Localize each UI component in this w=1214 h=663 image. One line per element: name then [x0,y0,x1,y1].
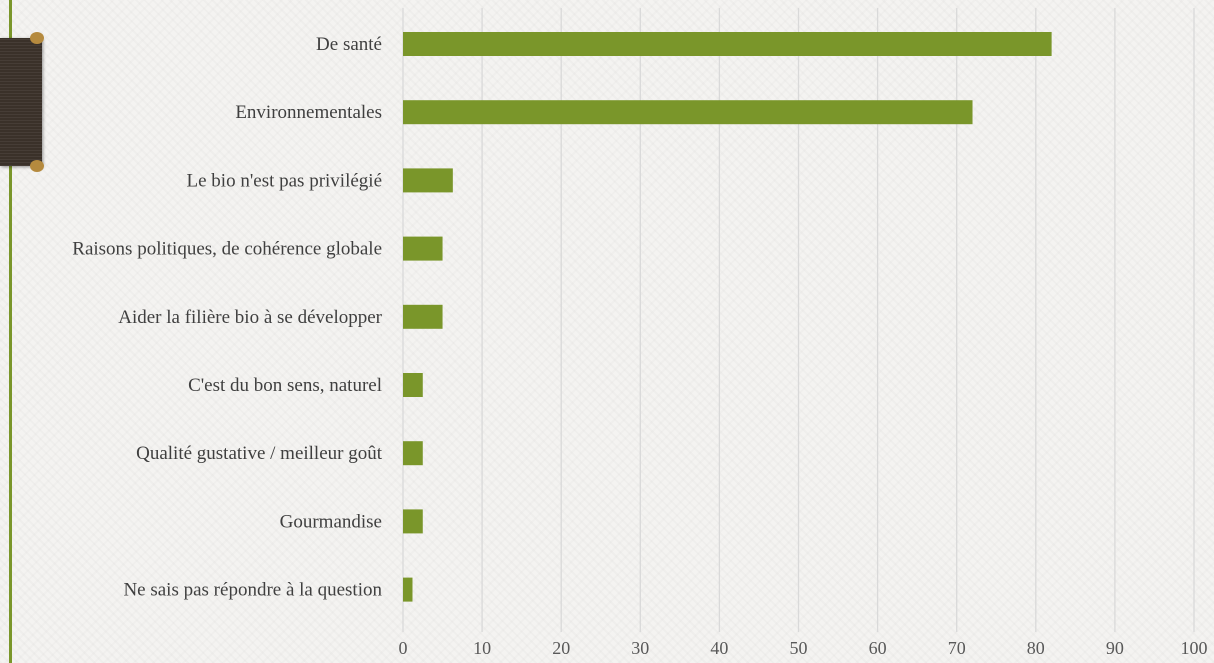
bar [403,100,973,125]
category-labels: De santé Environnementales Le bio n'est pa… [72,34,382,601]
ribbon-cap-top [30,32,44,44]
bar [403,373,423,397]
bar [403,168,453,193]
x-tick-label: 60 [869,638,887,658]
x-tick-label: 10 [473,638,491,658]
category-label: Aider la filière bio à se développer [118,307,382,328]
bar [403,304,443,329]
bookmark-ribbon-icon [0,38,42,166]
bars [403,32,1052,602]
x-tick-label: 70 [948,638,966,658]
x-tick-label: 30 [631,638,649,658]
x-axis-tick-labels: 0 10 20 30 40 50 60 70 80 90 100 [399,638,1208,658]
category-label: Gourmandise [280,511,382,532]
bar [403,441,423,466]
category-label: Raisons politiques, de cohérence globale [72,239,382,260]
bar [403,236,443,261]
x-tick-label: 40 [710,638,728,658]
category-label: Ne sais pas répondre à la question [123,580,382,601]
category-label: De santé [316,34,382,55]
category-label: Environnementales [235,102,382,123]
bar [403,509,423,534]
slide-edge-line [9,0,12,663]
category-label: Qualité gustative / meilleur goût [136,443,383,464]
x-tick-label: 50 [790,638,808,658]
x-tick-label: 90 [1106,638,1124,658]
x-tick-label: 20 [552,638,570,658]
category-label: Le bio n'est pas privilégié [187,170,382,191]
x-tick-label: 0 [399,638,408,658]
x-tick-label: 100 [1181,638,1208,658]
ribbon-cap-bottom [30,160,44,172]
x-tick-label: 80 [1027,638,1045,658]
bar [403,577,413,602]
category-label: C'est du bon sens, naturel [188,375,382,396]
bar [403,32,1052,56]
